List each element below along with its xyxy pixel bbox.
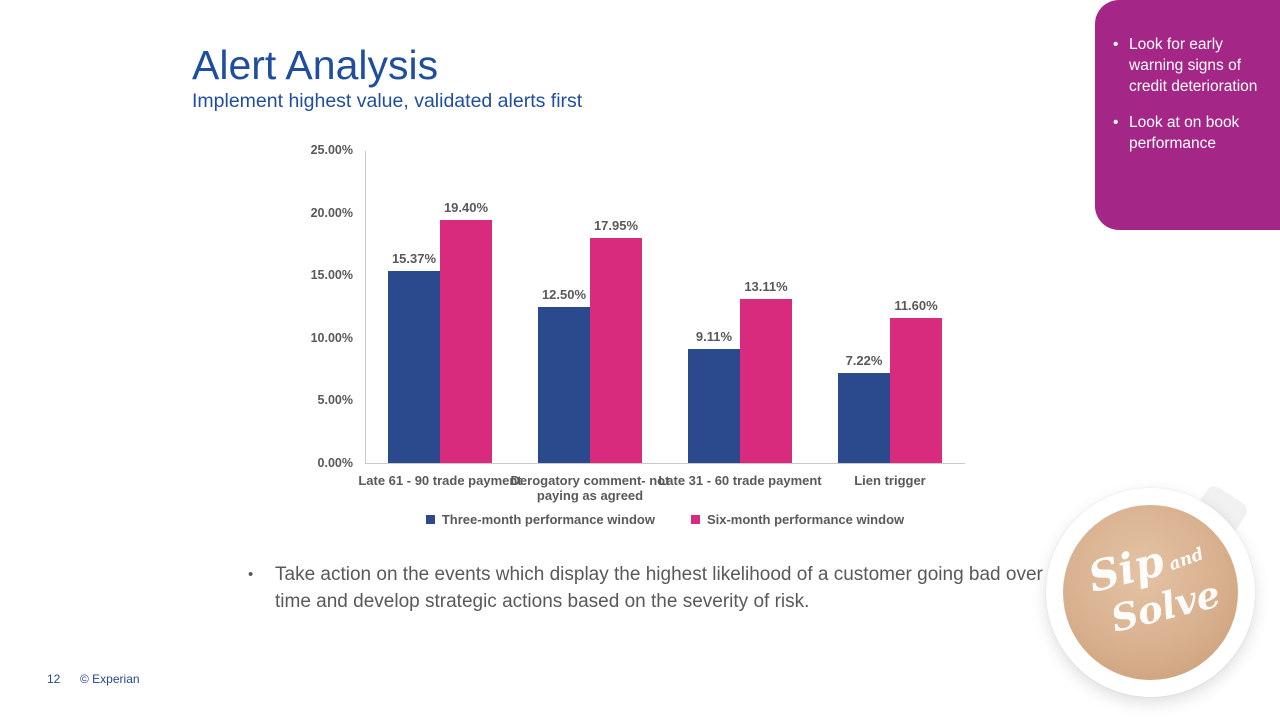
coffee-word: and xyxy=(1166,544,1207,576)
x-axis-labels: Late 61 - 90 trade payment Derogatory com… xyxy=(358,473,965,509)
x-category-label: Late 31 - 60 trade payment xyxy=(658,473,822,488)
callout-list: Look for early warning signs of credit d… xyxy=(1109,34,1266,154)
page-title: Alert Analysis xyxy=(192,42,439,88)
bar-three-month xyxy=(388,270,440,463)
bar-value-label: 19.40% xyxy=(443,200,489,216)
callout-bullet: Look for early warning signs of credit d… xyxy=(1109,34,1266,97)
y-tick-label: 20.00% xyxy=(310,205,353,220)
body-bullet: • Take action on the events which displa… xyxy=(248,561,1048,615)
bar-value-label: 12.50% xyxy=(541,286,587,302)
bar-six-month xyxy=(590,238,642,463)
legend-item: Three-month performance window xyxy=(425,512,655,527)
plot-area: 15.37% 12.50% 9.11% 7.22% 19.40% 17.95% 13.11%… xyxy=(365,151,965,464)
bar-six-month xyxy=(740,298,792,463)
y-tick-label: 15.00% xyxy=(310,268,353,283)
coffee-cup-image: Sip and Solve xyxy=(1046,488,1255,697)
x-category-label: Derogatory comment- not paying as agreed xyxy=(510,473,670,503)
y-tick-label: 0.00% xyxy=(317,456,353,470)
y-tick-label: 25.00% xyxy=(310,143,353,157)
coffee-script-text: Sip and Solve xyxy=(1063,525,1239,646)
chart-legend: Three-month performance window Six-month … xyxy=(365,512,965,527)
x-category-label: Lien trigger xyxy=(854,473,926,488)
page-subtitle: Implement highest value, validated alert… xyxy=(192,90,583,112)
legend-label: Six-month performance window xyxy=(706,512,905,527)
copyright: © Experian xyxy=(80,672,140,686)
bar-three-month xyxy=(688,348,740,463)
bar-value-label: 15.37% xyxy=(391,250,437,266)
x-category-label: Late 61 - 90 trade payment xyxy=(358,473,522,488)
body-bullet-text: Take action on the events which display … xyxy=(275,564,1043,612)
bar-six-month xyxy=(440,220,492,463)
bar-three-month xyxy=(838,372,890,463)
bar-six-month xyxy=(890,317,942,463)
bar-three-month xyxy=(538,306,590,463)
legend-swatch-icon xyxy=(425,515,435,524)
bar-value-label: 17.95% xyxy=(593,218,639,234)
coffee-surface: Sip and Solve xyxy=(1063,505,1238,680)
bar-value-label: 11.60% xyxy=(894,297,938,313)
callout-bullet: Look at on book performance xyxy=(1109,112,1266,154)
bar-value-label: 7.22% xyxy=(845,352,883,368)
legend-swatch-icon xyxy=(690,515,700,524)
bar-value-label: 9.11% xyxy=(695,328,733,344)
y-tick-label: 5.00% xyxy=(317,393,353,408)
legend-item: Six-month performance window xyxy=(690,512,905,527)
page-number: 12 xyxy=(47,672,61,686)
callout-box: Look for early warning signs of credit d… xyxy=(1095,0,1280,230)
y-axis-ticks: 0.00% 5.00% 10.00% 15.00% 20.00% 25.00% xyxy=(270,143,353,470)
bullet-dot: • xyxy=(248,566,254,583)
legend-label: Three-month performance window xyxy=(441,512,655,527)
y-tick-label: 10.00% xyxy=(310,330,353,345)
bar-value-label: 13.11% xyxy=(744,278,788,294)
